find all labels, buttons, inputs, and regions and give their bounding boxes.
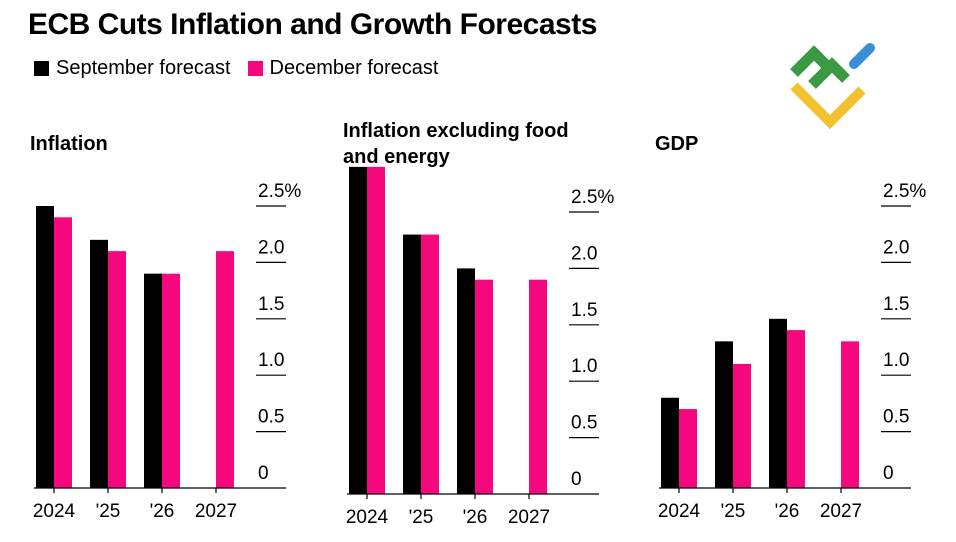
logo-green-stroke-2 <box>808 57 850 89</box>
panel-title-inflation: Inflation <box>30 133 108 155</box>
legend-item-december: December forecast <box>247 57 439 80</box>
legend-label-september: September forecast <box>56 57 231 79</box>
x-tick-label-2027: 2027 <box>820 501 862 522</box>
bar-december-25 <box>421 234 439 494</box>
y-tick-label: 0 <box>258 463 269 484</box>
x-tick-label-25: '25 <box>409 507 434 528</box>
legend-item-september: September forecast <box>34 57 231 80</box>
bar-december-2027 <box>216 251 234 488</box>
x-tick-label-2027: 2027 <box>195 501 237 522</box>
bar-september-25 <box>90 239 108 488</box>
logo-blue-stroke <box>849 43 875 69</box>
bar-december-25 <box>108 251 126 488</box>
y-tick-label: 1.0 <box>258 350 284 371</box>
y-tick-label: 2.5% <box>571 187 614 208</box>
bar-december-2024 <box>54 217 72 488</box>
bar-september-25 <box>403 234 421 494</box>
y-tick-label: 0 <box>571 469 582 490</box>
y-tick-label: 1.5 <box>571 300 597 321</box>
x-tick-label-26: '26 <box>150 501 175 522</box>
bar-december-2027 <box>529 279 547 494</box>
bar-december-26 <box>162 273 180 488</box>
x-tick-label-2027: 2027 <box>508 507 550 528</box>
y-tick-label: 2.0 <box>571 243 597 264</box>
bar-december-26 <box>787 330 805 488</box>
y-tick-label: 2.0 <box>883 237 909 258</box>
legend-label-december: December forecast <box>269 57 439 79</box>
y-tick-label: 2.5% <box>258 181 301 202</box>
y-tick-label: 1.5 <box>883 294 909 315</box>
y-tick-label: 1.0 <box>883 350 909 371</box>
y-tick-label: 0 <box>883 463 894 484</box>
x-tick-label-2024: 2024 <box>658 501 701 522</box>
logo-green-stroke-1 <box>790 45 832 77</box>
logo-yellow-stroke <box>790 82 866 130</box>
y-tick-label: 1.0 <box>571 356 597 377</box>
y-tick-label: 2.5% <box>883 181 926 202</box>
panel-title-core-inflation: Inflation excluding food and energy <box>343 120 569 168</box>
y-tick-label: 1.5 <box>258 294 284 315</box>
x-tick-label-2024: 2024 <box>33 501 76 522</box>
y-tick-label: 0.5 <box>883 407 909 428</box>
x-tick-label-26: '26 <box>463 507 488 528</box>
legend: September forecast December forecast <box>34 57 456 80</box>
bar-september-26 <box>144 273 162 488</box>
bar-september-25 <box>715 341 733 488</box>
x-tick-label-2024: 2024 <box>346 507 389 528</box>
bar-september-2024 <box>349 166 367 494</box>
bar-december-2024 <box>367 166 385 494</box>
x-tick-label-25: '25 <box>96 501 121 522</box>
litefinance-logo-icon <box>790 43 875 130</box>
y-tick-label: 0.5 <box>258 407 284 428</box>
bar-december-2024 <box>679 409 697 488</box>
x-tick-label-25: '25 <box>721 501 746 522</box>
y-tick-label: 0.5 <box>571 413 597 434</box>
bar-september-26 <box>457 268 475 494</box>
legend-swatch-december <box>247 61 263 76</box>
y-tick-label: 2.0 <box>258 237 284 258</box>
chart-title: ECB Cuts Inflation and Growth Forecasts <box>28 8 597 41</box>
bar-september-26 <box>769 318 787 488</box>
bar-december-25 <box>733 363 751 488</box>
bar-december-2027 <box>841 341 859 488</box>
panel-title-gdp: GDP <box>655 133 699 155</box>
x-tick-label-26: '26 <box>775 501 800 522</box>
bar-december-26 <box>475 279 493 494</box>
bar-september-2024 <box>661 397 679 488</box>
legend-swatch-september <box>34 61 49 76</box>
bar-september-2024 <box>36 206 54 488</box>
